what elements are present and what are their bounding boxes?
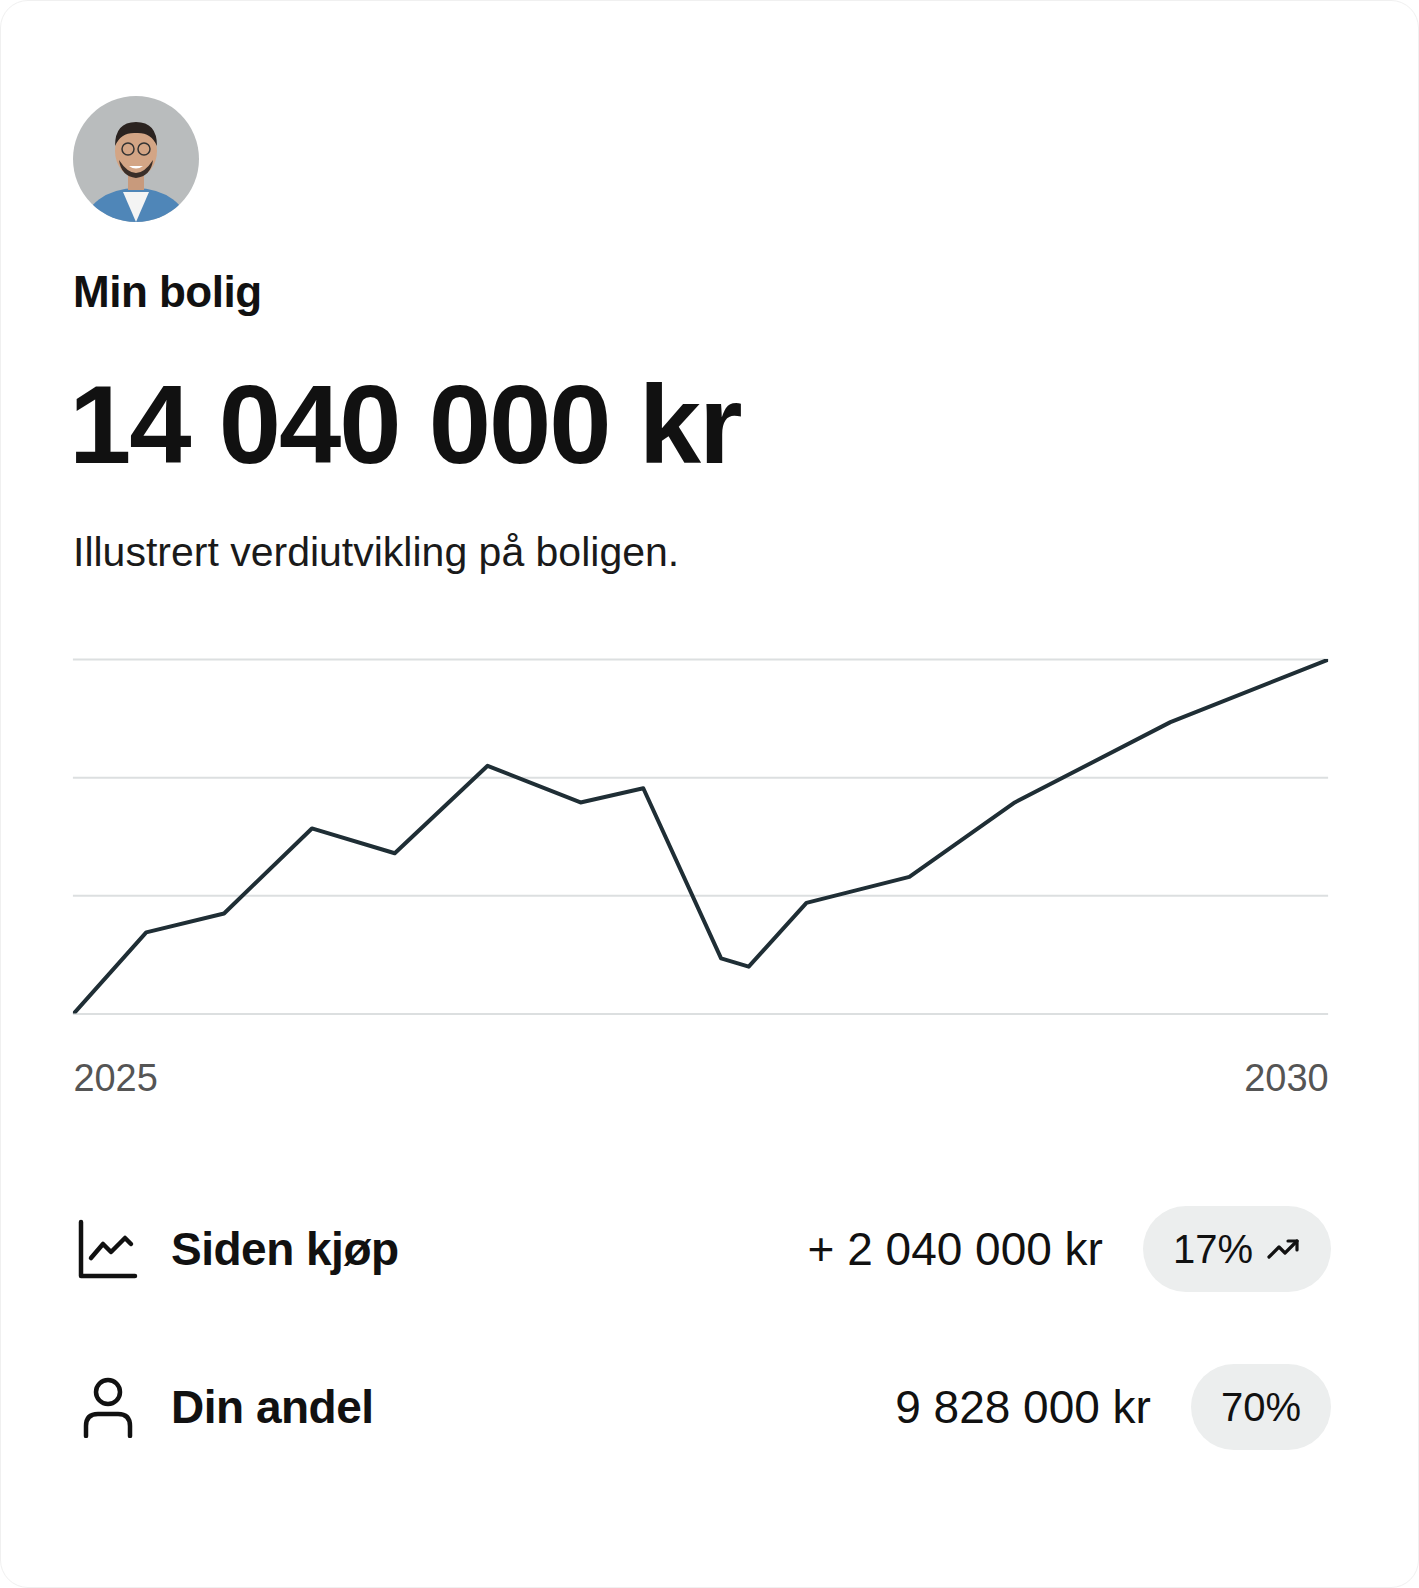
html-text:70%: 70% [1220,1384,1301,1429]
html-text:Illustrert verdiutvikling på b: Illustrert verdiutvikling på boligen. [73,529,680,575]
html-text:17%: 17% [1172,1226,1253,1271]
html-text:Min bolig: Min bolig [73,267,262,316]
html-text:Siden kjøp: Siden kjøp [171,1223,399,1275]
html-text:+ 2 040 000 kr: + 2 040 000 kr [807,1223,1103,1275]
svg-text:2030: 2030 [1244,1057,1328,1099]
html-text:14 040 000 kr: 14 040 000 kr [69,362,741,487]
html-text:Din andel: Din andel [171,1381,374,1433]
svg-text:2025: 2025 [73,1057,157,1099]
html-text:9 828 000 kr: 9 828 000 kr [895,1381,1151,1433]
